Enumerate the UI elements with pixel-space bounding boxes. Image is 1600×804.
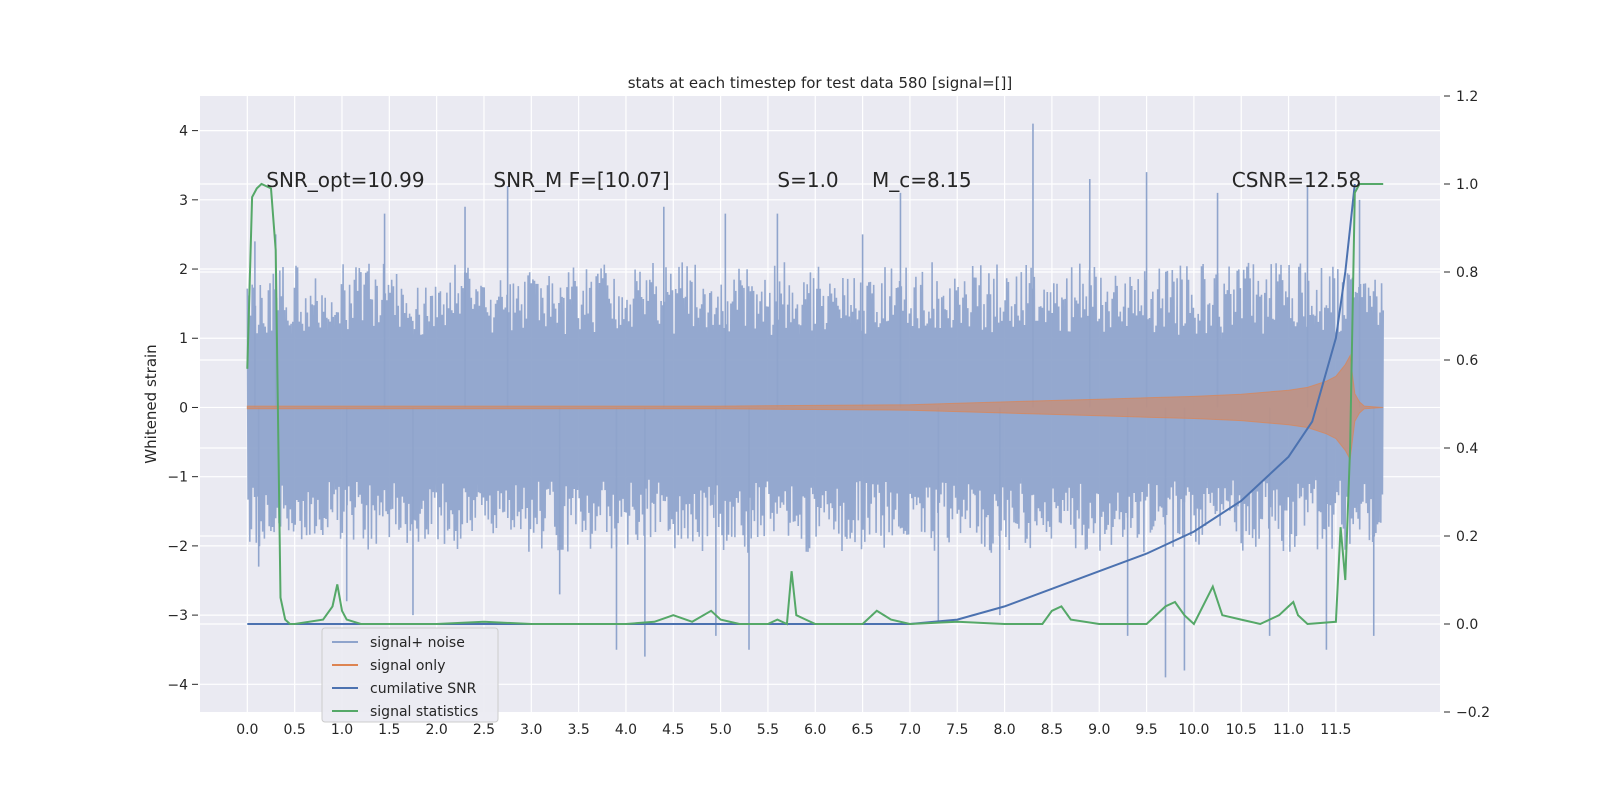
y-tick-label: 0 bbox=[179, 400, 188, 416]
y2-tick-label: 0.8 bbox=[1456, 265, 1478, 281]
x-tick-label: 11.5 bbox=[1320, 722, 1351, 738]
x-tick-label: 5.5 bbox=[757, 722, 779, 738]
x-tick-label: 4.5 bbox=[662, 722, 684, 738]
x-tick-label: 1.0 bbox=[331, 722, 353, 738]
x-tick-label: 11.0 bbox=[1273, 722, 1304, 738]
x-tick-label: 7.0 bbox=[899, 722, 921, 738]
legend-label: signal+ noise bbox=[370, 635, 465, 651]
y-tick-label: −3 bbox=[167, 608, 188, 624]
y2-tick-label: 0.0 bbox=[1456, 617, 1478, 633]
annotation: SNR_opt=10.99 bbox=[266, 168, 424, 192]
y2-tick-label: 1.0 bbox=[1456, 177, 1478, 193]
series-cumilative-snr bbox=[247, 183, 1356, 625]
x-tick-label: 0.0 bbox=[236, 722, 258, 738]
y-tick-label: 1 bbox=[179, 331, 188, 347]
y-tick-label: −2 bbox=[167, 539, 188, 555]
legend: signal+ noise signal only cumilative SNR si… bbox=[321, 627, 499, 723]
series-signal-only bbox=[246, 353, 1384, 462]
x-tick-label: 1.5 bbox=[378, 722, 400, 738]
x-tick-label: 10.0 bbox=[1178, 722, 1209, 738]
x-tick-label: 8.5 bbox=[1041, 722, 1063, 738]
x-tick-label: 2.0 bbox=[426, 722, 448, 738]
annotation: CSNR=12.58 bbox=[1232, 168, 1362, 192]
x-tick-label: 7.5 bbox=[946, 722, 968, 738]
legend-label: cumilative SNR bbox=[370, 681, 477, 697]
series-signal-statistics bbox=[246, 182, 1384, 626]
y2-tick-label: 0.6 bbox=[1456, 353, 1478, 369]
chart-title: stats at each timestep for test data 580… bbox=[628, 74, 1013, 92]
annotation-layer: SNR_opt=10.99 SNR_M F=[10.07] S=1.0 M_c=8.1… bbox=[266, 168, 1361, 192]
x-tick-label: 10.5 bbox=[1226, 722, 1257, 738]
y-tick-label: 3 bbox=[179, 193, 188, 209]
annotation: M_c=8.15 bbox=[872, 168, 972, 192]
x-tick-label: 4.0 bbox=[615, 722, 637, 738]
signal-envelope bbox=[246, 353, 1384, 462]
y-tick-label: 2 bbox=[179, 262, 188, 278]
y-tick-label: −4 bbox=[167, 677, 188, 693]
x-tick-label: 6.5 bbox=[851, 722, 873, 738]
axis-layer: 0.0 0.5 1.0 1.5 2.0 2.5 3.0 3.5 4.0 4.5 5.0 5.5 6.0 6… bbox=[167, 89, 1490, 738]
x-tick-label: 2.5 bbox=[473, 722, 495, 738]
legend-label: signal statistics bbox=[370, 704, 478, 720]
x-tick-label: 5.0 bbox=[709, 722, 731, 738]
annotation: SNR_M F=[10.07] bbox=[493, 168, 669, 192]
annotation: S=1.0 bbox=[777, 168, 838, 192]
legend-label: signal only bbox=[370, 658, 445, 674]
x-tick-label: 8.0 bbox=[993, 722, 1015, 738]
x-tick-label: 9.5 bbox=[1135, 722, 1157, 738]
series-layer bbox=[246, 123, 1384, 678]
y2-tick-label: 0.4 bbox=[1456, 441, 1478, 457]
y2-tick-label: −0.2 bbox=[1456, 705, 1490, 721]
series-signal-noise bbox=[246, 123, 1384, 678]
x-tick-label: 3.0 bbox=[520, 722, 542, 738]
y2-tick-label: 0.2 bbox=[1456, 529, 1478, 545]
y2-tick-label: 1.2 bbox=[1456, 89, 1478, 105]
y-tick-label: −1 bbox=[167, 470, 188, 486]
y-tick-label: 4 bbox=[179, 124, 188, 140]
legend-box bbox=[321, 627, 499, 723]
x-tick-label: 6.0 bbox=[804, 722, 826, 738]
x-tick-label: 0.5 bbox=[284, 722, 306, 738]
x-tick-label: 3.5 bbox=[567, 722, 589, 738]
x-tick-label: 9.0 bbox=[1088, 722, 1110, 738]
y-axis-label: Whitened strain bbox=[142, 344, 160, 463]
noise-trace bbox=[246, 262, 1384, 553]
